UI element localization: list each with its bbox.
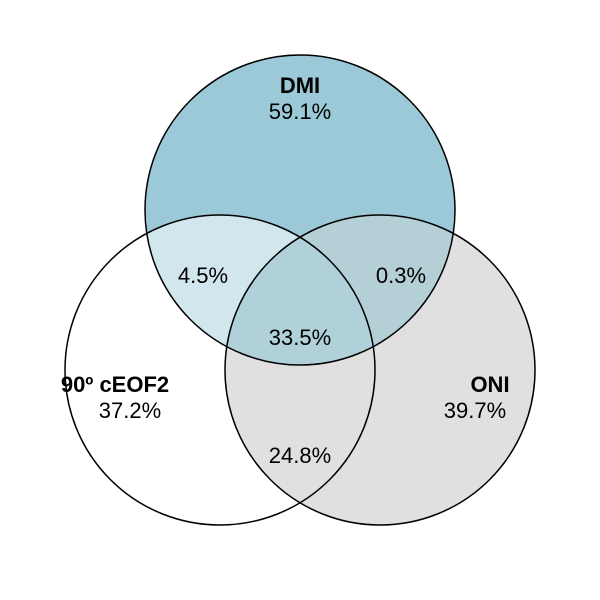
- overlap-dmi-oni-pct: 0.3%: [376, 263, 426, 288]
- label-ceof2: 90º cEOF2: [61, 372, 169, 397]
- pct-ceof2: 37.2%: [99, 398, 161, 423]
- overlap-center-pct: 33.5%: [269, 325, 331, 350]
- pct-oni: 39.7%: [444, 398, 506, 423]
- overlap-dmi-ceof2-pct: 4.5%: [178, 263, 228, 288]
- venn-diagram: DMI 59.1% 90º cEOF2 37.2% ONI 39.7% 4.5%…: [0, 0, 600, 600]
- pct-dmi: 59.1%: [269, 99, 331, 124]
- label-dmi: DMI: [280, 73, 320, 98]
- overlap-ceof2-oni-pct: 24.8%: [269, 443, 331, 468]
- label-oni: ONI: [470, 372, 509, 397]
